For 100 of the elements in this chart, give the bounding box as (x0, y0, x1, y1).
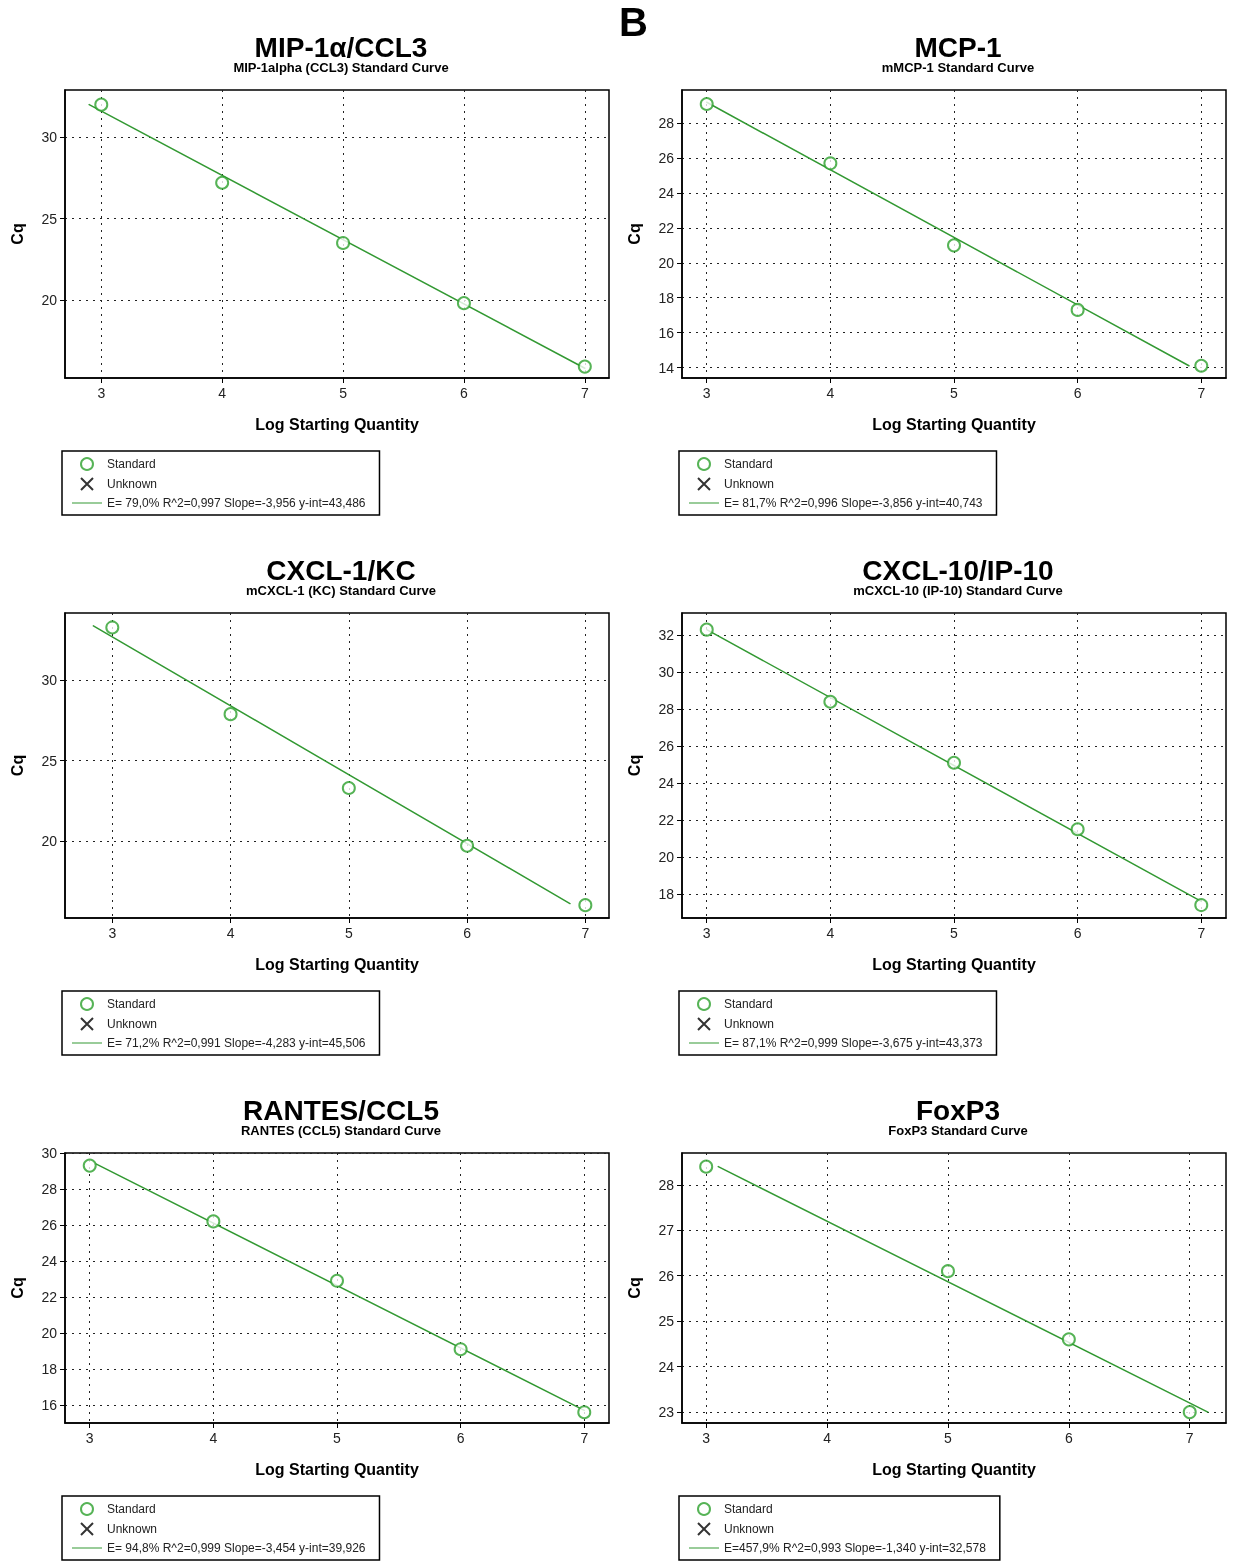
point (577, 359, 592, 374)
y-tick-label: 30 (658, 664, 675, 681)
point (456, 296, 471, 311)
point (947, 755, 961, 770)
x-tick-label: 5 (950, 925, 959, 941)
chart-title: RANTES/CCL5 (242, 1094, 440, 1126)
point (1070, 822, 1085, 837)
x-tick-label: 6 (1073, 925, 1082, 941)
x-tick-label: 4 (826, 385, 835, 401)
x-tick-label: 4 (218, 385, 227, 401)
y-tick-label: 20 (41, 291, 58, 308)
y-tick-label: 26 (658, 150, 675, 167)
x-axis-title: Log Starting Quantity (872, 415, 1036, 433)
legend-label: Unknown (724, 477, 775, 491)
x-tick-label: 4 (826, 925, 835, 941)
x-tick-label: 4 (823, 1430, 832, 1446)
y-tick-label: 22 (658, 812, 675, 829)
point (223, 707, 238, 722)
y-tick-label: 30 (41, 129, 58, 146)
point (460, 838, 475, 853)
x-tick-label: 7 (1197, 925, 1206, 941)
x-tick-label: 7 (581, 925, 590, 941)
chart-title: CXCL-1/KC (266, 554, 416, 586)
y-tick-label: 26 (658, 1267, 675, 1284)
legend-label: Standard (724, 457, 773, 471)
legend-label: E= 87,1% R^2=0,999 Slope=-3,675 y-int=43,373 (724, 1036, 983, 1050)
chart-title: MCP-1 (914, 31, 1002, 63)
y-tick-label: 20 (41, 832, 58, 849)
y-axis-title: Cq (8, 754, 26, 777)
x-tick-label: 5 (339, 385, 348, 401)
x-tick-label: 3 (702, 925, 711, 941)
legend-label: Standard (107, 1502, 156, 1516)
point (1070, 302, 1085, 317)
point (105, 620, 120, 635)
y-axis-title: Cq (625, 1277, 643, 1299)
y-tick-label: 24 (41, 1253, 58, 1269)
y-tick-label: 28 (658, 701, 675, 718)
y-tick-label: 14 (658, 359, 675, 376)
x-tick-label: 3 (97, 385, 106, 401)
x-tick-label: 6 (456, 1430, 465, 1446)
x-tick-label: 5 (944, 1430, 953, 1446)
point (947, 238, 961, 253)
chart-subtitle: mMCP-1 Standard Curve (881, 60, 1035, 75)
x-axis-title: Log Starting Quantity (255, 1460, 419, 1478)
y-tick-label: 22 (41, 1289, 58, 1305)
legend-label: E= 81,7% R^2=0,996 Slope=-3,856 y-int=40,743 (724, 496, 983, 510)
y-tick-label: 25 (41, 210, 58, 227)
legend-label: E=457,9% R^2=0,993 Slope=-1,340 y-int=32,578 (724, 1541, 987, 1555)
y-tick-label: 18 (658, 289, 675, 306)
point (82, 1158, 97, 1173)
y-tick-label: 20 (658, 849, 675, 865)
chart-subtitle: RANTES (CCL5) Standard Curve (240, 1123, 442, 1138)
point (577, 1405, 592, 1420)
x-tick-label: 7 (1197, 385, 1206, 401)
y-tick-label: 20 (658, 254, 675, 271)
x-tick-label: 3 (85, 1430, 94, 1446)
chart-title: FoxP3 (915, 1094, 1001, 1126)
x-tick-label: 6 (460, 385, 469, 401)
y-tick-label: 30 (41, 1145, 58, 1161)
legend-label: Unknown (107, 477, 158, 491)
point (215, 175, 230, 190)
x-tick-label: 5 (333, 1430, 342, 1446)
point (940, 1264, 955, 1279)
y-tick-label: 28 (658, 1176, 675, 1193)
point (336, 235, 351, 250)
point (1061, 1332, 1076, 1347)
point (699, 622, 714, 637)
y-tick-label: 23 (658, 1404, 675, 1421)
point (1182, 1405, 1197, 1420)
x-tick-label: 5 (950, 385, 959, 401)
y-axis-title: Cq (8, 223, 26, 245)
chart-subtitle: mCXCL-1 (KC) Standard Curve (246, 583, 436, 598)
y-tick-label: 22 (658, 219, 675, 236)
y-tick-label: 24 (658, 775, 675, 792)
point (578, 898, 593, 913)
x-tick-label: 7 (580, 385, 589, 401)
chart-subtitle: MIP-1alpha (CCL3) Standard Curve (233, 60, 449, 75)
legend-label: Standard (107, 997, 156, 1011)
chart-title: CXCL-10/IP-10 (862, 554, 1054, 586)
y-axis-title: Cq (625, 223, 643, 245)
point (1194, 898, 1209, 913)
x-axis-title: Log Starting Quantity (255, 955, 419, 973)
text: B (619, 0, 648, 44)
y-tick-label: 30 (41, 672, 58, 689)
legend-label: Unknown (107, 1522, 158, 1536)
point (330, 1273, 344, 1288)
point (823, 694, 838, 709)
y-axis-title: Cq (8, 1277, 26, 1299)
y-tick-label: 27 (658, 1222, 675, 1239)
y-tick-label: 32 (658, 627, 675, 644)
legend-label: Unknown (724, 1522, 775, 1536)
legend-label: Standard (724, 997, 773, 1011)
legend-label: E= 79,0% R^2=0,997 Slope=-3,956 y-int=43,486 (107, 496, 366, 510)
y-tick-label: 28 (658, 115, 675, 132)
point (699, 1159, 714, 1174)
y-tick-label: 20 (41, 1325, 58, 1341)
point (1194, 358, 1209, 373)
point (206, 1214, 221, 1229)
y-tick-label: 25 (658, 1313, 675, 1330)
y-tick-label: 26 (658, 738, 675, 755)
